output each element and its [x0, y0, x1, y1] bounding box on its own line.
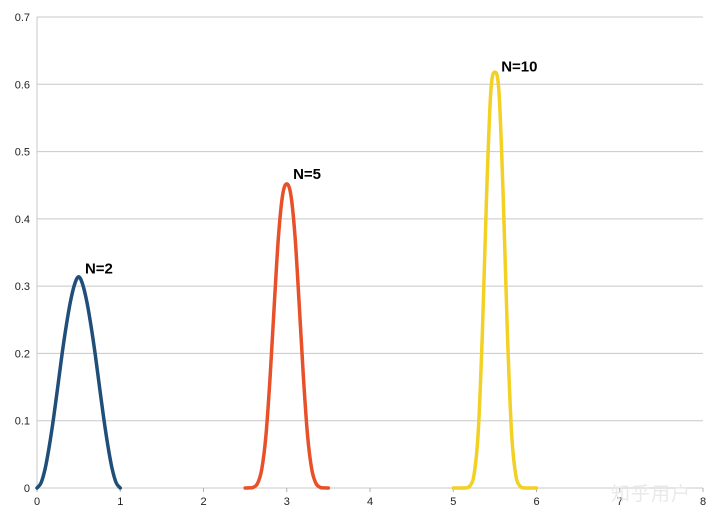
x-tick-label: 2: [200, 496, 206, 508]
grid-lines: [36, 16, 703, 489]
y-tick-label: 0.6: [15, 79, 30, 91]
series-labels: N=2 N=5 N=10: [85, 59, 538, 278]
x-axis-ticks: 0 1 2 3 4 5 6 7 8: [34, 488, 706, 508]
x-tick-label: 0: [34, 496, 40, 508]
x-tick-label: 5: [450, 496, 456, 508]
x-tick-label: 7: [617, 496, 623, 508]
label-n-5: N=5: [293, 166, 321, 183]
label-n-2: N=2: [85, 260, 113, 277]
y-tick-label: 0: [24, 483, 30, 495]
y-tick-label: 0.1: [15, 416, 30, 428]
x-tick-label: 3: [284, 496, 290, 508]
watermark-text: 知乎用户: [611, 483, 691, 505]
y-tick-label: 0.2: [15, 348, 30, 360]
x-tick-label: 6: [533, 496, 539, 508]
x-tick-label: 4: [367, 496, 373, 508]
series-line-n-2: [35, 274, 122, 490]
y-axis-ticks: 0 0.1 0.2 0.3 0.4 0.5 0.6 0.7: [15, 12, 30, 495]
series-line-n-5: [243, 182, 331, 490]
x-tick-label: 8: [700, 496, 706, 508]
y-tick-label: 0.5: [15, 147, 30, 159]
y-tick-label: 0.3: [15, 281, 30, 293]
series-line-n-10: [451, 70, 539, 490]
y-tick-label: 0.7: [15, 12, 30, 24]
x-tick-label: 1: [117, 496, 123, 508]
series-lines: [35, 70, 539, 490]
label-n-10: N=10: [501, 59, 537, 76]
y-tick-label: 0.4: [15, 214, 30, 226]
